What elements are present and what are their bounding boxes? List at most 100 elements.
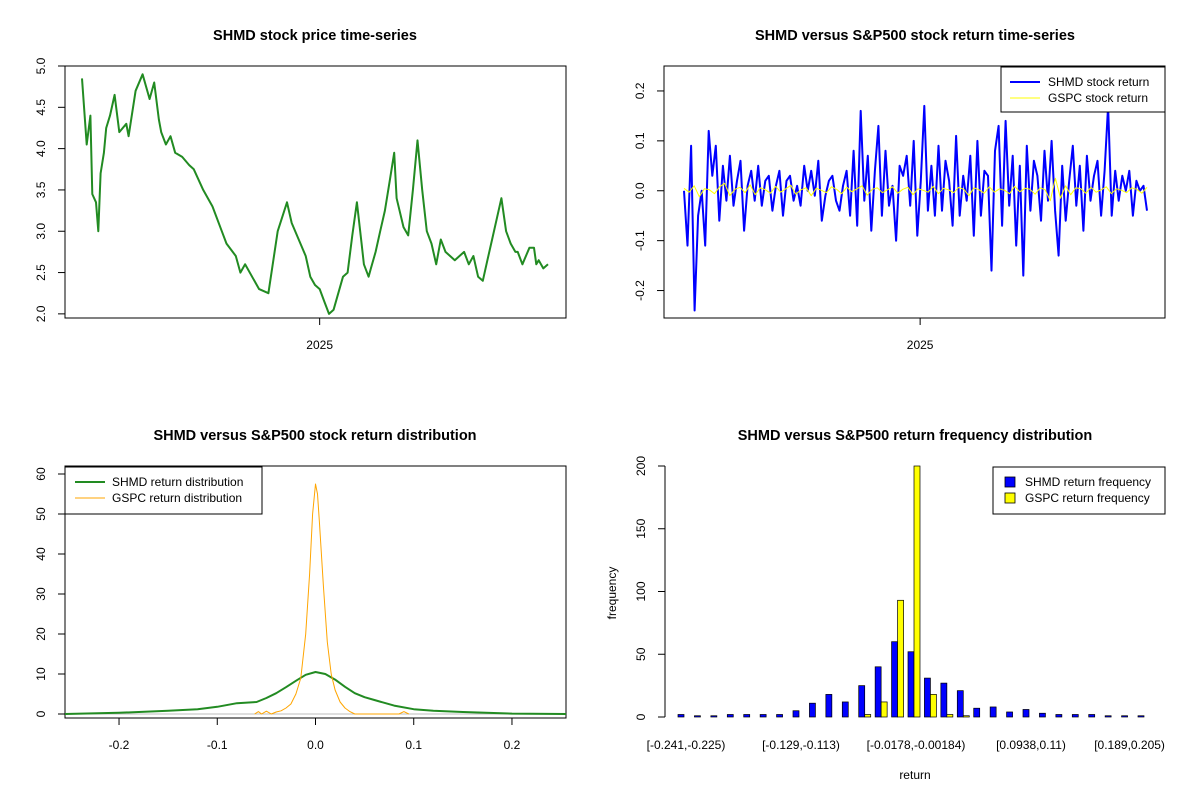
shmd-frequency-bar [989,706,997,718]
shmd-frequency-bar [743,714,751,718]
shmd-frequency-bar [874,666,882,718]
density-y-tick-label: 30 [34,587,48,601]
histogram-y-tick-label: 100 [634,581,648,601]
returns-legend-label-gspc: GSPC stock return [1048,91,1148,105]
price-y-tick-label: 5.0 [34,57,48,74]
price-y-axis: 2.0 2.5 3.0 3.5 4.0 4.5 5.0 [34,57,65,322]
density-x-axis: -0.2 -0.1 0.0 0.1 0.2 [109,718,521,752]
returns-y-tick-label: 0.0 [633,182,647,199]
histogram-y-label: frequency [605,567,619,620]
returns-x-tick-label: 2025 [907,338,934,352]
returns-y-tick-label: 0.2 [633,82,647,99]
returns-y-tick-label: -0.1 [633,230,647,251]
density-panel: SHMD versus S&P500 stock return distribu… [34,428,567,752]
histogram-x-tick-label: [-0.129,-0.113) [762,738,840,752]
histogram-legend-box [992,466,1166,515]
gspc-frequency-bar [913,465,921,718]
shmd-frequency-bar [825,694,833,718]
returns-x-axis: 2025 [907,318,934,352]
density-legend-label-gspc: GSPC return distribution [112,491,242,505]
shmd-frequency-bar [1137,715,1145,718]
histogram-legend-swatch-gspc [1004,492,1016,504]
gspc-frequency-bar [864,714,872,718]
returns-series [683,104,1148,312]
shmd-frequency-bar [891,641,898,718]
histogram-legend-swatch-shmd [1004,476,1016,488]
density-y-tick-label: 50 [34,507,48,521]
price-y-tick-label: 4.0 [34,140,48,157]
histogram-y-tick-label: 200 [634,456,648,476]
histogram-x-tick-label: [0.0938,0.11) [996,738,1066,752]
gspc-frequency-bar [930,694,937,718]
returns-y-tick-label: -0.2 [633,280,647,301]
shmd-frequency-bar [710,715,718,718]
shmd-density-line [64,671,567,715]
shmd-frequency-bar [792,710,800,718]
histogram-x-label: return [899,768,930,782]
gspc-frequency-bar [880,701,888,718]
histogram-panel: SHMD versus S&P500 return frequency dist… [605,428,1166,782]
price-line-series [81,73,549,315]
price-x-tick-label: 2025 [306,338,333,352]
density-x-tick-label: -0.1 [207,738,228,752]
price-chart-title: SHMD stock price time-series [213,28,417,44]
density-legend: SHMD return distribution GSPC return dis… [64,466,263,515]
returns-chart-title: SHMD versus S&P500 stock return time-ser… [755,28,1075,44]
shmd-frequency-bar [1104,715,1112,718]
histogram-y-axis: 0 50 100 150 200 [634,456,666,720]
shmd-frequency-bar [1006,711,1013,718]
density-x-tick-label: 0.0 [307,738,324,752]
returns-y-tick-label: 0.1 [633,132,647,149]
shmd-frequency-bar [776,714,783,718]
shmd-frequency-bar [759,714,767,718]
returns-legend-label-shmd: SHMD stock return [1048,75,1149,89]
shmd-frequency-bar [1055,714,1063,718]
histogram-y-tick-label: 50 [634,647,648,661]
density-series [64,483,567,715]
gspc-return-line [683,177,1148,202]
shmd-return-line [683,104,1148,312]
shmd-frequency-bar [841,701,849,718]
returns-panel: SHMD versus S&P500 stock return time-ser… [633,28,1166,352]
shmd-frequency-bar [956,690,964,718]
shmd-frequency-bar [1022,709,1030,718]
gspc-density-line [254,483,410,715]
histogram-y-tick-label: 150 [634,518,648,538]
density-y-tick-label: 40 [34,547,48,561]
price-panel: SHMD stock price time-series 2.0 2.5 3.0 3.… [34,28,567,352]
density-x-tick-label: 0.1 [405,738,422,752]
histogram-x-tick-label: [0.189,0.205) [1094,738,1165,752]
density-y-tick-label: 60 [34,467,48,481]
histogram-x-axis: [-0.241,-0.225) [-0.129,-0.113) [-0.0178,-… [647,738,1165,752]
histogram-y-tick-label: 0 [634,713,648,720]
shmd-frequency-bar [726,714,734,718]
density-y-tick-label: 20 [34,627,48,641]
histogram-legend-label-gspc: GSPC return frequency [1025,491,1150,505]
price-y-tick-label: 2.0 [34,305,48,322]
histogram-legend-label-shmd: SHMD return frequency [1025,475,1151,489]
price-plot-frame [64,65,567,319]
shmd-frequency-bar [677,714,685,718]
histogram-x-tick-label: [-0.241,-0.225) [647,738,726,752]
gspc-frequency-bar [946,714,954,718]
density-x-tick-label: 0.2 [504,738,521,752]
histogram-x-tick-label: [-0.0178,-0.00184) [867,738,966,752]
price-y-tick-label: 3.0 [34,223,48,240]
price-y-tick-label: 2.5 [34,264,48,281]
density-y-tick-label: 0 [34,710,48,717]
density-x-tick-label: -0.2 [109,738,130,752]
density-legend-label-shmd: SHMD return distribution [112,475,243,489]
price-series [81,73,549,315]
shmd-frequency-bar [907,651,915,718]
returns-legend: SHMD stock return GSPC stock return [1000,66,1166,113]
shmd-frequency-bar [924,677,931,718]
returns-plot-frame [663,65,1166,319]
gspc-frequency-bar [897,599,904,718]
density-chart-title: SHMD versus S&P500 stock return distribu… [153,428,476,444]
returns-legend-box [1000,66,1166,113]
histogram-chart-title: SHMD versus S&P500 return frequency dist… [738,428,1093,444]
shmd-frequency-bar [1039,712,1046,718]
density-y-tick-label: 10 [34,667,48,681]
price-y-tick-label: 3.5 [34,181,48,198]
shmd-frequency-bar [1071,714,1079,718]
